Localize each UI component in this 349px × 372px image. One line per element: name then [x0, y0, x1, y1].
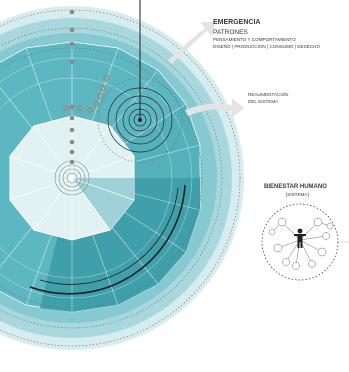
network-node-icon	[273, 243, 283, 253]
arrow-icon	[185, 98, 244, 118]
network-node-icon	[322, 232, 330, 240]
arrow-icon	[168, 22, 215, 64]
bienestar-title: BIENESTAR HUMANO	[264, 184, 327, 190]
emergencia-title: EMERGENCIA	[213, 19, 261, 26]
wellbeing-network	[261, 203, 349, 281]
emergence-dotted-orbit	[97, 77, 183, 163]
sistema-label: [SISTEMA]	[286, 192, 309, 197]
network-node-icon	[268, 228, 276, 236]
inner-guide-rings	[0, 57, 193, 299]
network-node-icon	[326, 222, 334, 230]
network-node-icon	[277, 217, 287, 227]
network-node-icon	[313, 217, 323, 227]
core-lines	[9, 116, 135, 240]
network-node-icon	[282, 258, 290, 266]
feedback-arc	[29, 184, 186, 295]
network-node-icon	[292, 262, 300, 270]
core-dark-wedge	[72, 178, 134, 230]
pensamiento-label: PENSAMIENTO Y COMPORTAMIENTO	[213, 37, 296, 42]
patrones-label: PATRONES	[213, 29, 248, 36]
diseno-label: DISEÑO | PRODUCCIÓN | CONSUMO | DESECHO	[213, 44, 320, 49]
feedback-arc-inner	[39, 187, 179, 285]
realimentacion-label-1: REALIMENTACIÓN	[248, 92, 289, 97]
realimentacion-label-2: DEL SISTEMA	[248, 99, 279, 104]
dot-column	[69, 9, 75, 165]
person-icon	[294, 228, 306, 248]
network-node-icon	[317, 247, 327, 257]
network-node-icon	[308, 260, 316, 268]
dot-diagonal	[63, 75, 109, 113]
